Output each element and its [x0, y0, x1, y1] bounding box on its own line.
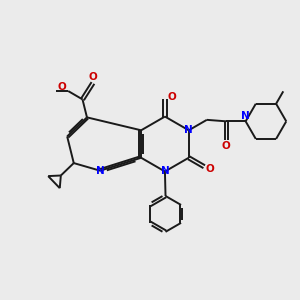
Text: N: N — [160, 167, 169, 176]
Text: N: N — [184, 125, 193, 135]
Text: N: N — [241, 111, 250, 121]
Text: O: O — [222, 141, 231, 152]
Text: O: O — [167, 92, 176, 102]
Text: N: N — [96, 166, 104, 176]
Text: O: O — [205, 164, 214, 174]
Text: O: O — [58, 82, 67, 92]
Text: O: O — [88, 72, 97, 82]
